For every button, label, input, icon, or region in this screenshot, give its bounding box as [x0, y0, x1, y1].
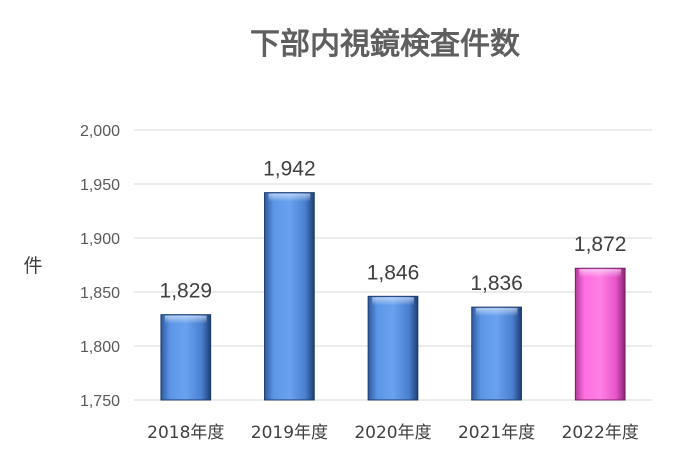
- bar: [264, 192, 315, 401]
- y-tick-label: 1,900: [80, 231, 120, 248]
- bar: [471, 306, 522, 401]
- data-label: 1,846: [367, 261, 420, 284]
- bar: [574, 267, 626, 401]
- bar: [367, 295, 419, 401]
- y-tick-label: 2,000: [80, 123, 120, 140]
- chart-title: 下部内視鏡検査件数: [250, 27, 521, 62]
- x-tick-label: 2021年度: [458, 423, 535, 443]
- y-tick-label: 1,750: [80, 393, 120, 410]
- y-tick-label: 1,950: [80, 177, 120, 194]
- data-label: 1,942: [263, 158, 316, 181]
- data-label: 1,829: [160, 280, 213, 303]
- data-label: 1,836: [470, 272, 523, 295]
- x-tick-label: 2018年度: [147, 423, 224, 443]
- data-label: 1,872: [574, 233, 627, 256]
- y-tick-label: 1,800: [80, 339, 120, 356]
- x-tick-label: 2022年度: [562, 423, 639, 443]
- x-tick-label: 2020年度: [354, 423, 431, 443]
- bar: [160, 314, 212, 401]
- y-tick-label: 1,850: [80, 285, 120, 302]
- x-tick-label: 2019年度: [251, 423, 328, 443]
- y-axis-label: 件: [23, 255, 42, 277]
